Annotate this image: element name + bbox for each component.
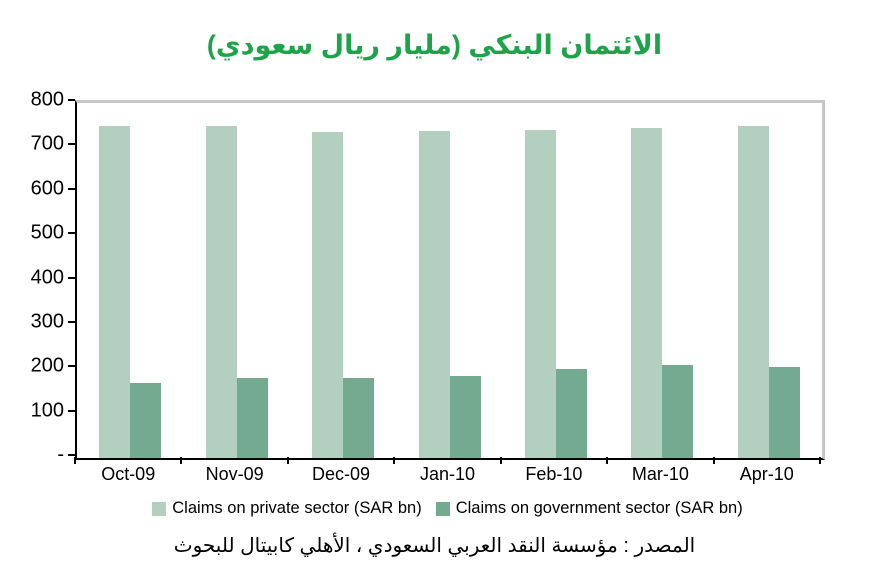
y-tick-mark [68,187,75,190]
y-tick-mark [68,454,75,456]
x-category-label: Jan-10 [419,464,476,484]
bar-private-Mar-10 [631,128,663,458]
y-tick-label: - [57,443,64,466]
x-tick-mark [499,457,502,464]
y-tick-label: 400 [30,266,64,288]
legend-marker-government [435,501,450,516]
x-tick-mark [819,457,821,464]
x-tick-mark [74,457,76,464]
bar-government-Nov-09 [236,378,268,458]
x-tick-mark [712,457,715,464]
x-category-label: Dec-09 [312,464,371,484]
y-tick-label: 700 [30,132,64,155]
source-note: المصدر : مؤسسة النقد العربي السعودي ، ال… [173,535,696,557]
x-category-label: Mar-10 [631,464,689,484]
bar-private-Oct-09 [99,126,131,458]
y-tick-label: 300 [30,310,64,333]
y-tick-mark [68,320,75,323]
bar-government-Mar-10 [662,364,694,458]
legend-marker-private [152,501,167,516]
bar-private-Nov-09 [205,125,237,458]
y-tick-mark [68,99,75,101]
bar-government-Jan-10 [449,375,481,458]
x-category-label: Apr-10 [739,464,794,484]
plot-area [75,100,825,460]
legend-label-government: Claims on government sector (SAR bn) [455,499,743,517]
legend: Claims on private sector (SAR bn) Claims… [75,499,820,518]
bar-government-Oct-09 [130,382,162,458]
y-tick-label: 200 [30,354,64,377]
bar-private-Dec-09 [312,132,344,458]
x-category-label: Nov-09 [205,464,264,484]
y-tick-label: 600 [30,177,64,200]
x-tick-mark [180,457,183,464]
y-tick-label: 800 [30,88,64,111]
bar-private-Jan-10 [418,131,450,458]
bar-private-Feb-10 [524,130,556,458]
x-category-label: Feb-10 [525,464,583,484]
bar-government-Dec-09 [343,378,375,458]
y-tick-mark [68,232,75,235]
x-category-label: Oct-09 [101,464,156,484]
y-tick-label: 100 [30,399,64,422]
bar-private-Apr-10 [737,125,769,458]
y-tick-mark [68,143,75,146]
bar-government-Apr-10 [768,367,800,458]
y-tick-mark [68,276,75,279]
x-tick-mark [606,457,609,464]
y-tick-mark [68,409,75,412]
legend-item-government: Claims on government sector (SAR bn) [435,499,743,518]
y-tick-label: 500 [30,221,64,244]
y-tick-mark [68,365,75,368]
bar-government-Feb-10 [555,369,587,458]
legend-item-private: Claims on private sector (SAR bn) [152,499,422,518]
x-tick-mark [286,457,289,464]
legend-label-private: Claims on private sector (SAR bn) [172,499,422,517]
chart-title: الائتمان البنكي (مليار ريال سعودي) [206,30,663,60]
x-tick-mark [393,457,396,464]
